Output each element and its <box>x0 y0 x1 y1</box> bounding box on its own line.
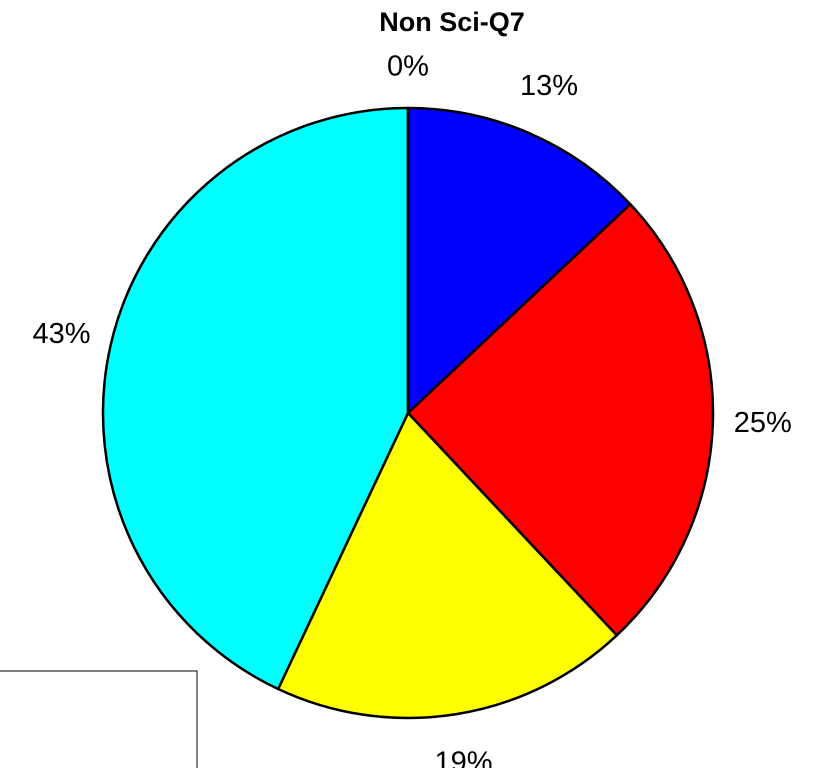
chart-title: Non Sci-Q7 <box>379 7 525 37</box>
data-label: 43% <box>33 318 91 350</box>
legend-box <box>0 670 198 768</box>
pie-slice <box>406 106 632 415</box>
data-label: 0% <box>387 51 429 83</box>
pie-slice <box>276 411 619 720</box>
data-label: 19% <box>435 746 493 768</box>
data-label: 25% <box>734 407 792 439</box>
pie-slice <box>406 202 715 637</box>
pie-slice <box>101 106 410 691</box>
data-label: 13% <box>520 70 578 102</box>
